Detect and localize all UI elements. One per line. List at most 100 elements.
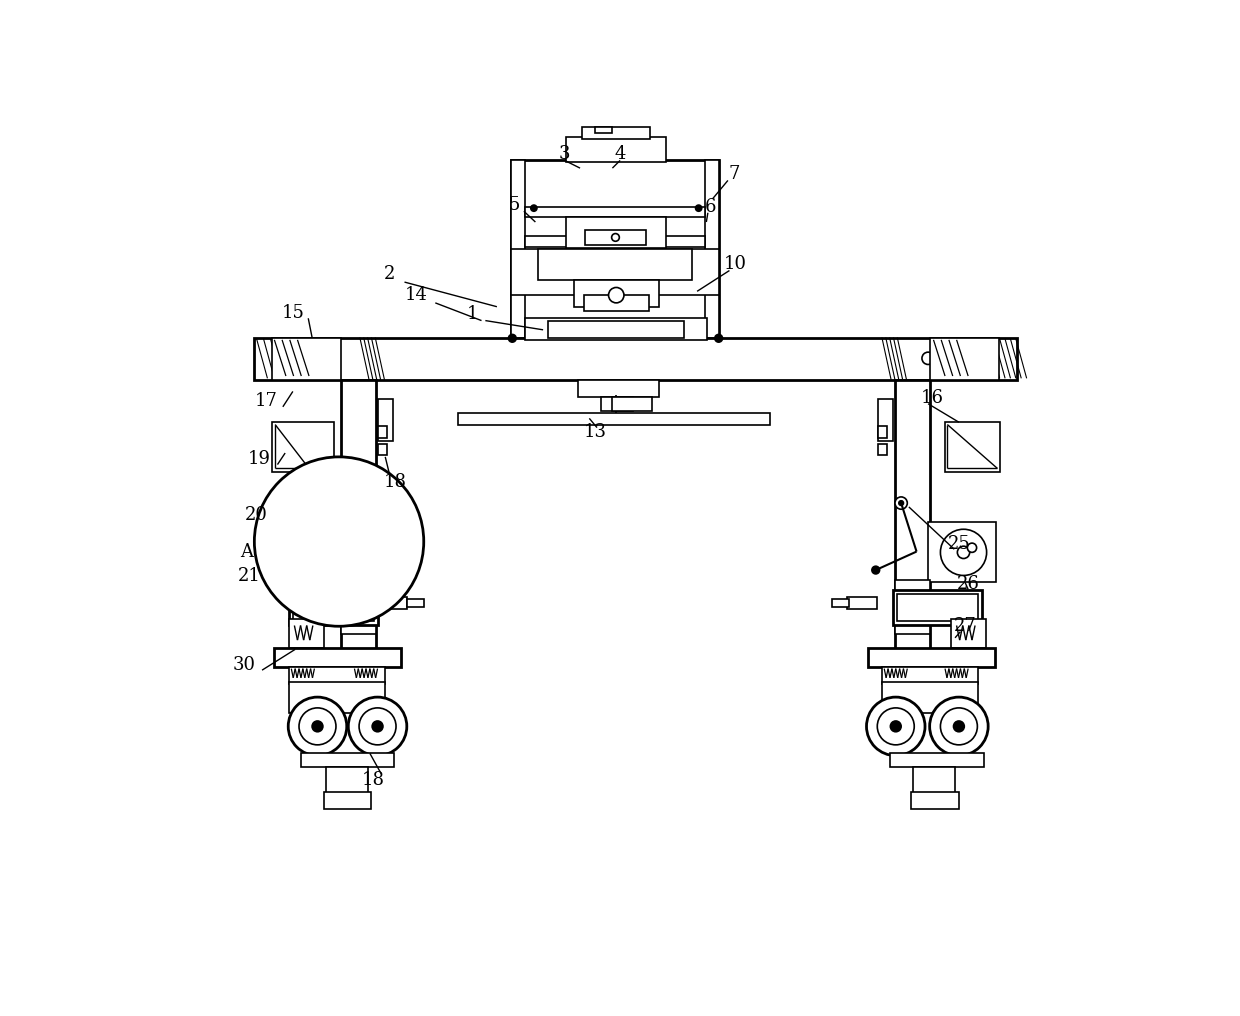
Bar — [511, 161, 719, 337]
Bar — [289, 619, 324, 648]
Circle shape — [299, 708, 336, 745]
Bar — [832, 599, 849, 607]
Circle shape — [921, 353, 934, 365]
Circle shape — [609, 288, 624, 303]
Text: 2: 2 — [383, 265, 394, 283]
Circle shape — [508, 334, 516, 342]
Text: A: A — [241, 543, 253, 561]
Circle shape — [714, 334, 723, 342]
Text: 25: 25 — [947, 534, 970, 553]
Bar — [878, 426, 888, 438]
Bar — [293, 594, 373, 621]
Bar — [913, 767, 955, 795]
Circle shape — [949, 353, 961, 365]
Text: 26: 26 — [957, 575, 980, 593]
Text: 10: 10 — [724, 255, 746, 273]
Circle shape — [360, 708, 396, 745]
Text: 3: 3 — [559, 145, 570, 164]
Text: 16: 16 — [920, 388, 944, 406]
Text: 14: 14 — [404, 287, 428, 304]
Bar — [583, 127, 650, 139]
Bar — [895, 580, 930, 634]
Bar — [407, 599, 424, 607]
Bar — [511, 249, 719, 296]
Bar — [567, 137, 666, 162]
Circle shape — [393, 566, 401, 574]
Bar — [578, 380, 658, 397]
Text: 6: 6 — [706, 198, 717, 215]
Text: 30: 30 — [233, 655, 255, 674]
Circle shape — [296, 541, 305, 550]
Bar — [895, 380, 930, 657]
Bar — [889, 753, 983, 767]
Bar — [911, 791, 959, 809]
Bar — [254, 337, 1017, 380]
Circle shape — [899, 501, 904, 505]
Circle shape — [303, 544, 315, 556]
Circle shape — [288, 697, 347, 756]
Bar — [538, 249, 692, 279]
Circle shape — [930, 697, 988, 756]
Circle shape — [872, 566, 879, 574]
Bar — [341, 380, 376, 657]
Bar — [289, 683, 386, 713]
Circle shape — [954, 721, 965, 732]
Bar — [868, 648, 994, 668]
Text: 7: 7 — [728, 166, 740, 183]
Text: 18: 18 — [383, 473, 407, 492]
Circle shape — [510, 336, 515, 340]
Circle shape — [531, 205, 537, 211]
Bar — [584, 296, 649, 311]
Bar — [274, 648, 401, 668]
Bar — [341, 580, 376, 634]
Circle shape — [890, 721, 901, 732]
Bar — [377, 597, 407, 610]
Bar — [951, 619, 986, 648]
Text: 4: 4 — [614, 145, 626, 164]
Bar — [567, 217, 666, 248]
Text: 17: 17 — [254, 391, 278, 409]
Text: 27: 27 — [954, 618, 976, 635]
Bar — [601, 397, 634, 410]
Bar — [595, 127, 611, 133]
Circle shape — [895, 497, 908, 509]
Circle shape — [957, 547, 970, 559]
Text: 15: 15 — [281, 304, 304, 322]
Text: 18: 18 — [362, 771, 386, 789]
Bar — [377, 399, 393, 442]
Bar — [300, 753, 394, 767]
Bar — [278, 520, 345, 580]
Bar — [878, 444, 888, 455]
Circle shape — [325, 353, 337, 365]
Bar — [847, 597, 877, 610]
Circle shape — [940, 708, 977, 745]
Text: 21: 21 — [238, 567, 260, 585]
Circle shape — [254, 457, 424, 626]
Bar — [704, 161, 719, 337]
Bar — [525, 236, 704, 247]
Circle shape — [940, 529, 987, 575]
Bar — [882, 668, 978, 684]
Text: 19: 19 — [248, 450, 272, 468]
Bar — [882, 683, 978, 713]
Bar — [548, 321, 684, 337]
Bar — [930, 337, 999, 380]
Bar — [377, 444, 387, 455]
Bar — [945, 423, 1001, 472]
Circle shape — [299, 353, 310, 365]
Bar — [585, 230, 646, 245]
Circle shape — [348, 697, 407, 756]
Bar — [511, 161, 525, 337]
Text: 1: 1 — [466, 306, 477, 323]
Circle shape — [967, 544, 977, 553]
Bar — [272, 423, 334, 472]
Circle shape — [312, 721, 322, 732]
Circle shape — [367, 501, 372, 505]
Text: 5: 5 — [508, 196, 520, 214]
Bar — [613, 397, 652, 410]
Circle shape — [372, 721, 383, 732]
Circle shape — [877, 708, 914, 745]
Text: 20: 20 — [246, 506, 268, 523]
Circle shape — [867, 697, 925, 756]
Bar — [289, 590, 377, 625]
